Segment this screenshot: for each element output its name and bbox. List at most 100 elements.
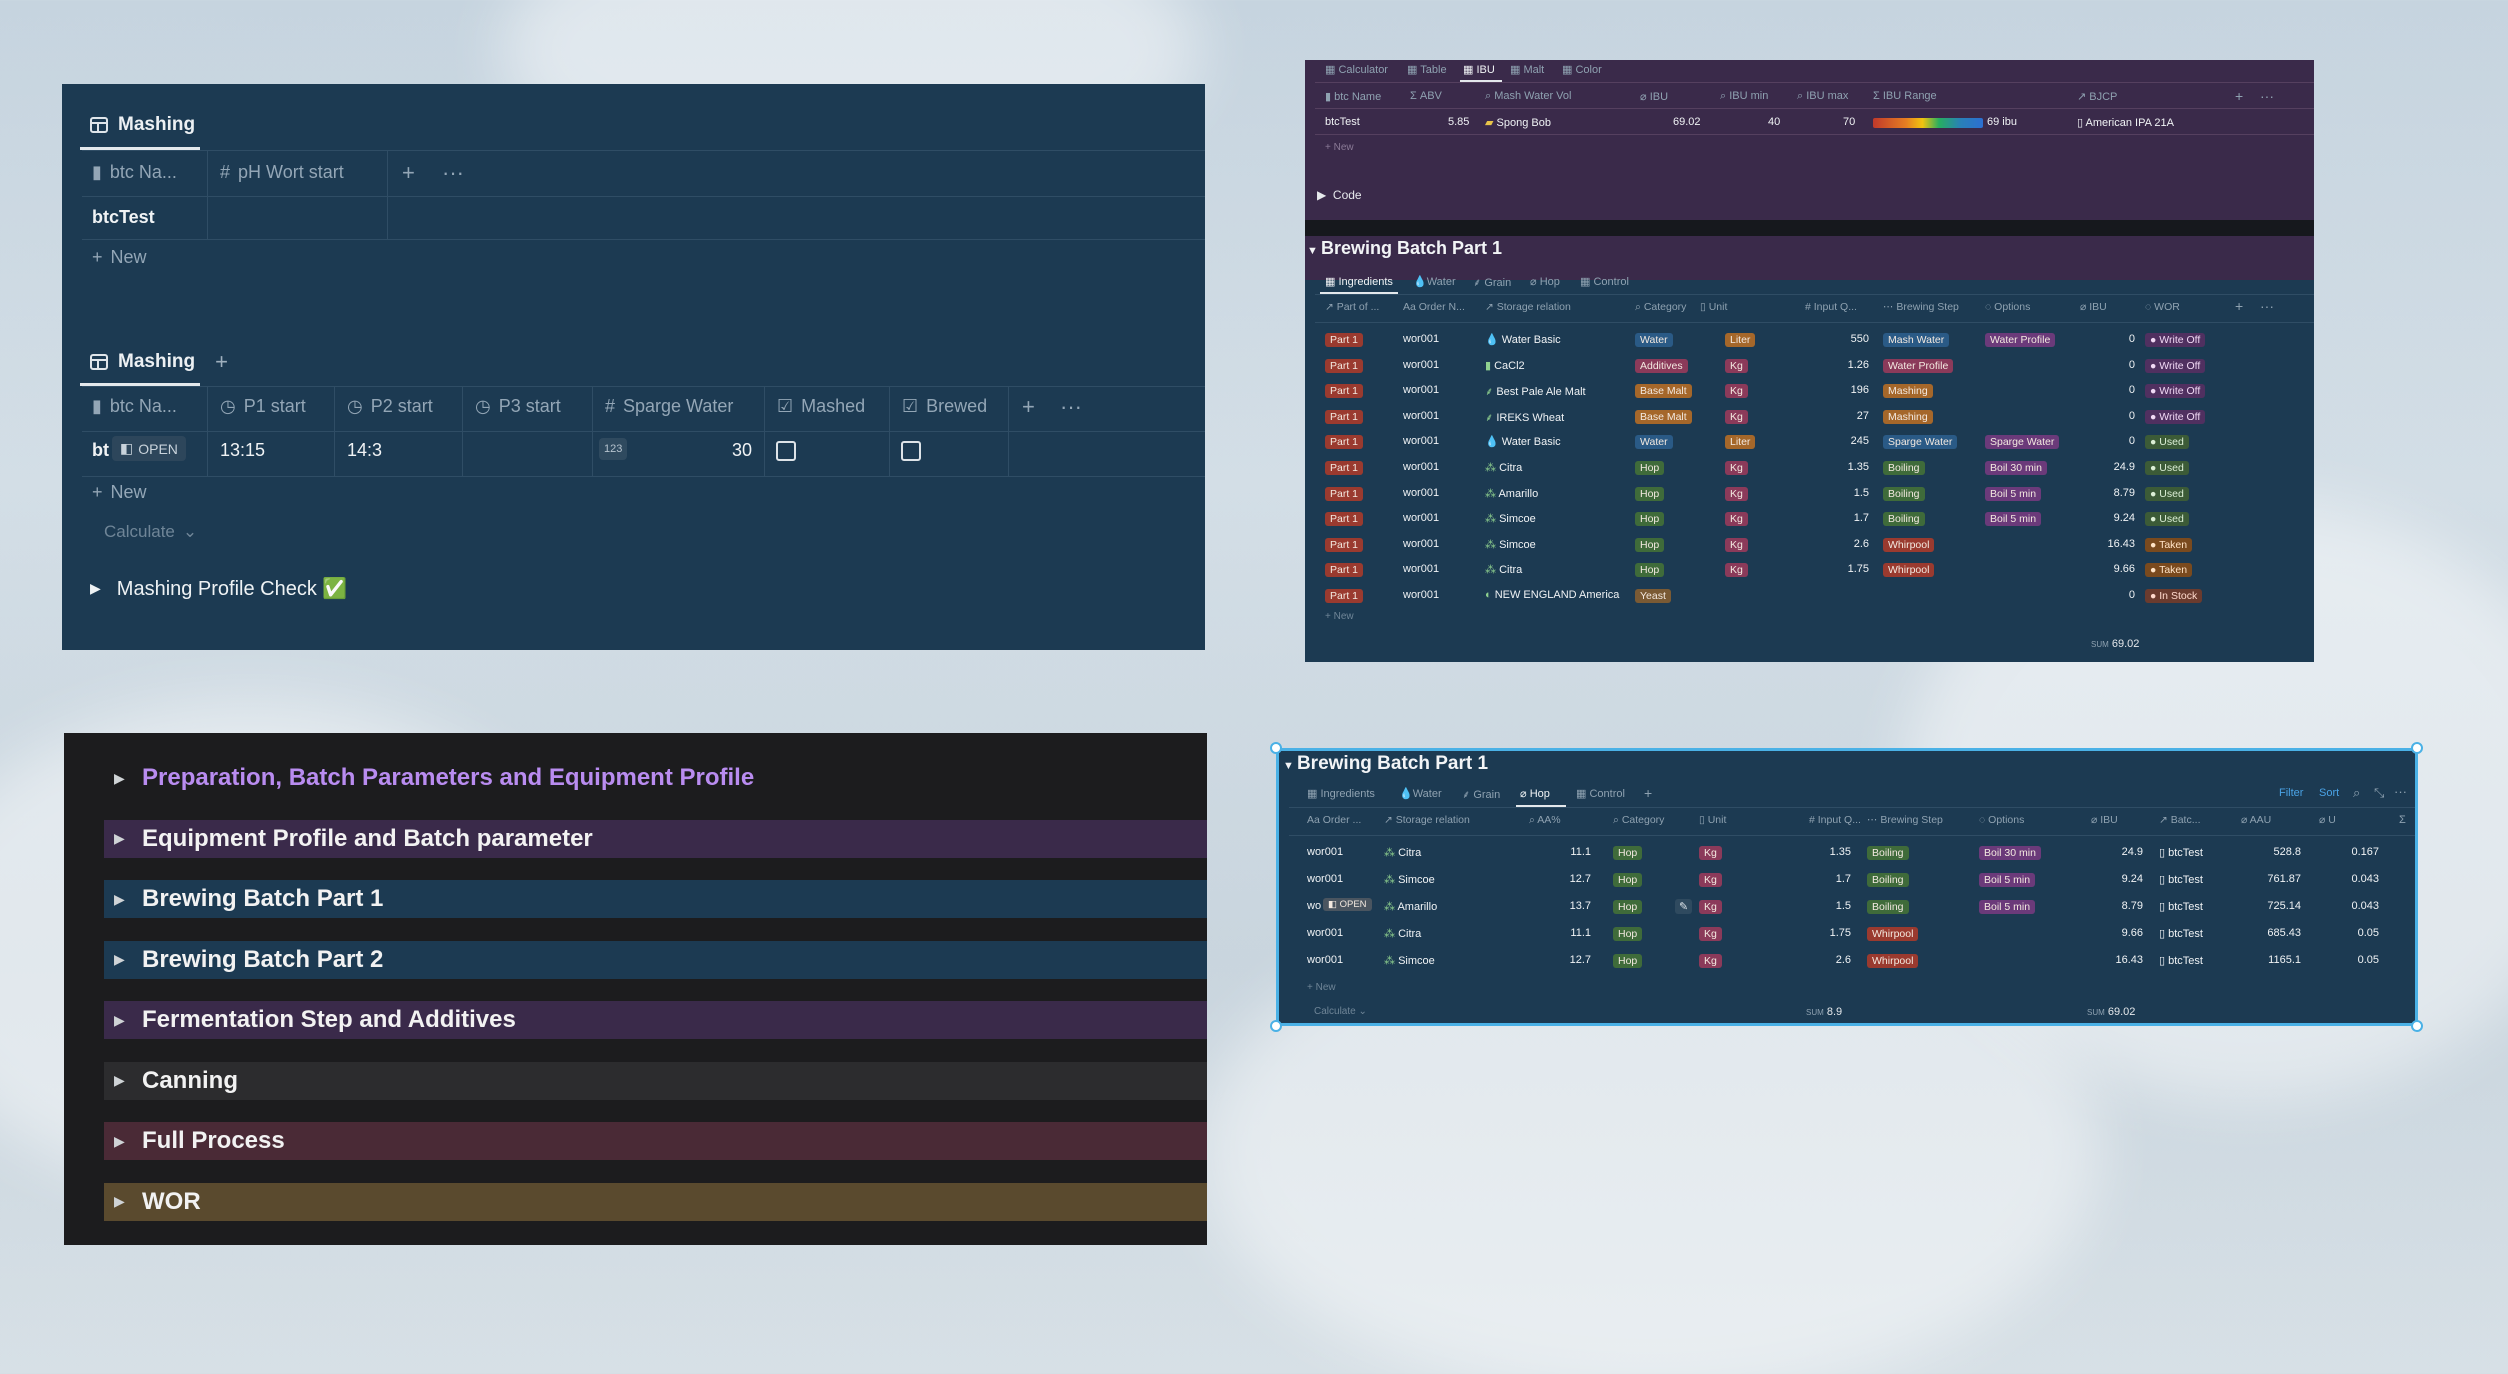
cell-storage[interactable]: ⁂ Citra: [1384, 846, 1421, 859]
wor-status-badge[interactable]: ● Used: [2145, 435, 2189, 450]
cell-ibu[interactable]: 24.9: [2121, 846, 2143, 858]
cell-ibu[interactable]: 9.66: [2113, 563, 2135, 576]
cell-order[interactable]: wor001: [1403, 409, 1440, 422]
unit-tag[interactable]: Kg: [1725, 384, 1748, 399]
more-options-icon[interactable]: ···: [2260, 88, 2274, 104]
cell-batch[interactable]: ▯ btcTest: [2159, 954, 2203, 967]
cell-ibu[interactable]: 0: [2128, 435, 2135, 448]
wor-status-badge[interactable]: ● Write Off: [2145, 358, 2206, 373]
new-row-button[interactable]: + New: [1325, 142, 1354, 153]
tab-calculator[interactable]: ▦ Calculator: [1325, 63, 1388, 76]
cell-ibu[interactable]: 69.02: [1673, 116, 1701, 128]
column-header-ibu-min[interactable]: ⌕ IBU min: [1720, 90, 1768, 103]
cell-u[interactable]: 0.043: [2351, 900, 2379, 912]
cell-mash-water-vol[interactable]: ▰ Spong Bob: [1485, 116, 1551, 129]
cell-storage[interactable]: ⁂ Amarillo: [1485, 487, 1538, 500]
toggle-item[interactable]: ▶ Brewing Batch Part 1: [104, 880, 1207, 918]
section-title[interactable]: ▼ Brewing Batch Part 1: [1307, 238, 1502, 259]
brewing-step-tag[interactable]: Whirpool: [1867, 954, 1919, 968]
tab-water[interactable]: 💧Water: [1399, 787, 1442, 800]
add-view-plus-icon[interactable]: +: [215, 349, 228, 374]
cell-input-qty[interactable]: 27: [1856, 409, 1869, 422]
toggle-item[interactable]: ▶ Full Process: [104, 1122, 1207, 1160]
cell-order[interactable]: wor001: [1403, 563, 1440, 576]
wor-status-badge[interactable]: ● Taken: [2145, 563, 2193, 578]
brewing-step-tag[interactable]: Boiling: [1883, 486, 1925, 501]
column-header[interactable]: Aa Order N...: [1403, 301, 1465, 313]
brewing-step-tag[interactable]: Boiling: [1867, 873, 1909, 887]
cell-aa[interactable]: 12.7: [1569, 954, 1591, 966]
cell-aau[interactable]: 1165.1: [2268, 954, 2301, 966]
column-header-abv[interactable]: Σ ABV: [1410, 90, 1442, 102]
toggle-item[interactable]: ▶ Canning: [104, 1061, 1207, 1100]
add-view-plus-icon[interactable]: +: [1644, 785, 1653, 801]
cell-storage[interactable]: ⁂ Simcoe: [1384, 954, 1435, 967]
column-header-p1[interactable]: ◷ P1 start: [220, 396, 306, 417]
cell-storage[interactable]: ⁂ Citra: [1485, 563, 1522, 576]
tab-hop[interactable]: ⌀ Hop: [1520, 787, 1550, 800]
cell-storage[interactable]: ⁂ Citra: [1485, 461, 1522, 474]
cell-u[interactable]: 0.05: [2357, 927, 2379, 939]
cell-batch[interactable]: ▯ btcTest: [2159, 873, 2203, 886]
unit-tag[interactable]: Kg: [1725, 461, 1748, 475]
cell-ibu[interactable]: 9.24: [2113, 512, 2135, 525]
cell-aau[interactable]: 761.87: [2267, 873, 2301, 885]
column-header[interactable]: ↗ Storage relation: [1384, 814, 1470, 826]
column-header[interactable]: ⌀ U: [2319, 814, 2336, 826]
column-header-bjcp[interactable]: ↗ BJCP: [2077, 90, 2117, 103]
part-of-tag[interactable]: Part 1: [1325, 537, 1364, 552]
wor-status-badge[interactable]: ● Used: [2145, 486, 2189, 501]
brewing-step-tag[interactable]: Whirpool: [1883, 563, 1935, 578]
tab-color[interactable]: ▦ Color: [1562, 63, 1602, 76]
cell-ibu-min[interactable]: 40: [1768, 116, 1781, 128]
cell-u[interactable]: 0.167: [2351, 846, 2379, 858]
part-of-tag[interactable]: Part 1: [1325, 358, 1364, 373]
column-header[interactable]: ↗ Storage relation: [1485, 301, 1571, 313]
column-header-sparge[interactable]: # Sparge Water: [605, 396, 733, 417]
cell-sparge-water[interactable]: 30: [732, 440, 753, 460]
brewing-step-tag[interactable]: Whirpool: [1883, 537, 1935, 552]
toggle-code[interactable]: ▶ Code: [1317, 188, 1362, 202]
resize-handle[interactable]: [2411, 742, 2423, 754]
part-of-tag[interactable]: Part 1: [1325, 384, 1364, 399]
resize-handle[interactable]: [1270, 742, 1282, 754]
cell-input-qty[interactable]: 1.5: [1835, 900, 1851, 912]
category-tag[interactable]: Hop: [1613, 927, 1643, 941]
new-row-button[interactable]: + New: [92, 482, 147, 503]
cell-btc-name[interactable]: btcTest: [1325, 116, 1360, 128]
wor-status-badge[interactable]: ● In Stock: [2145, 589, 2203, 603]
cell-ibu[interactable]: 0: [2128, 409, 2135, 422]
unit-tag[interactable]: Kg: [1699, 846, 1722, 860]
column-header[interactable]: ⌀ IBU: [2091, 814, 2118, 826]
cell-input-qty[interactable]: 2.6: [1853, 537, 1869, 550]
cell-input-qty[interactable]: 196: [1850, 384, 1869, 397]
option-tag[interactable]: Boil 5 min: [1979, 900, 2036, 914]
cell-order[interactable]: wor001: [1403, 486, 1440, 499]
edit-pencil-icon[interactable]: ✎: [1675, 899, 1693, 914]
cell-aa[interactable]: 11.1: [1570, 927, 1591, 939]
column-header-mashed[interactable]: ☑ Mashed: [777, 396, 865, 417]
cell-input-qty[interactable]: 1.26: [1847, 358, 1869, 371]
cell-order[interactable]: wor001: [1403, 512, 1440, 525]
calculate-dropdown[interactable]: Calculate ⌄: [104, 522, 197, 542]
category-tag[interactable]: Hop: [1613, 900, 1643, 914]
more-options-icon[interactable]: ···: [2394, 784, 2407, 799]
cell-batch[interactable]: ▯ btcTest: [2159, 927, 2203, 940]
toggle-item[interactable]: ▶ Fermentation Step and Additives: [104, 1001, 1207, 1039]
cell-ibu[interactable]: 8.79: [2121, 900, 2143, 912]
brewing-step-tag[interactable]: Boiling: [1867, 900, 1909, 914]
part-of-tag[interactable]: Part 1: [1325, 486, 1364, 501]
brewed-checkbox[interactable]: [901, 441, 921, 461]
tab-water[interactable]: 💧Water: [1413, 275, 1456, 288]
unit-tag[interactable]: Kg: [1699, 900, 1722, 914]
toggle-mashing-profile-check[interactable]: ▶ Mashing Profile Check ✅: [90, 576, 347, 601]
cell-ibu[interactable]: 16.43: [2115, 954, 2143, 966]
cell-bjcp[interactable]: ▯ American IPA 21A: [2077, 116, 2174, 129]
brewing-step-tag[interactable]: Mashing: [1883, 409, 1933, 424]
category-tag[interactable]: Hop: [1613, 873, 1643, 887]
category-tag[interactable]: Base Malt: [1635, 384, 1692, 399]
wor-status-badge[interactable]: ● Used: [2145, 512, 2189, 527]
unit-tag[interactable]: Kg: [1725, 358, 1748, 373]
column-header-ibu-range[interactable]: Σ IBU Range: [1873, 90, 1937, 102]
unit-tag[interactable]: Kg: [1725, 563, 1748, 578]
